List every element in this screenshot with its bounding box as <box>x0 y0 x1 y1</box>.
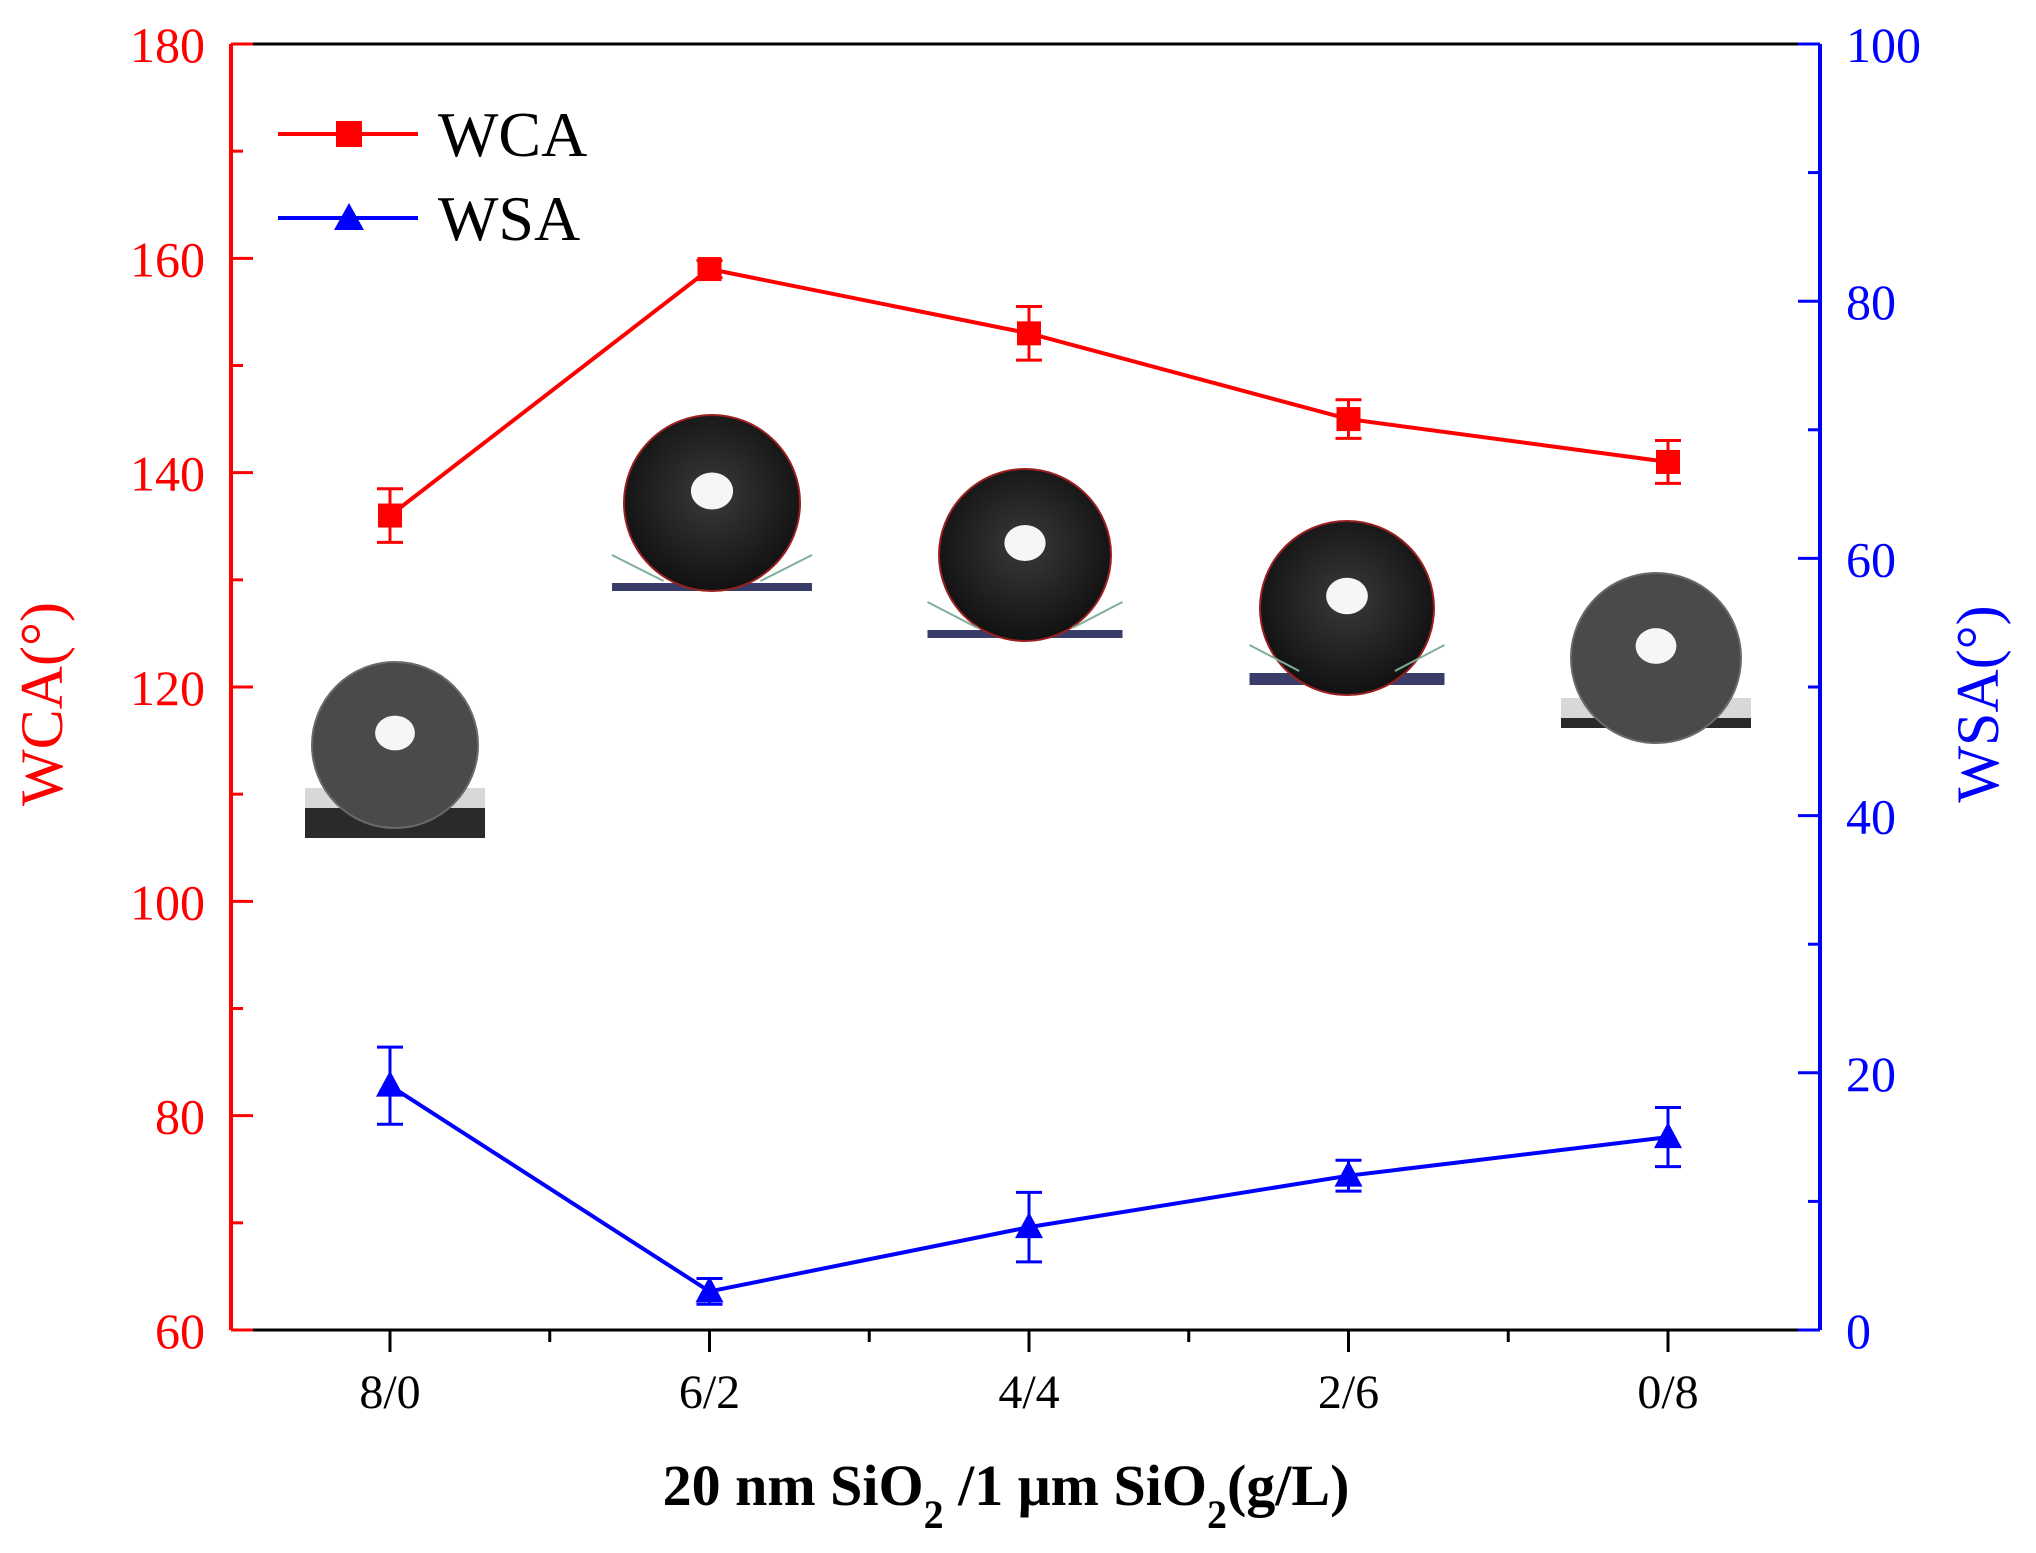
legend: WCA WSA <box>278 99 587 254</box>
data-point-wsa <box>1334 1160 1363 1187</box>
x-axis-label-part: (g/L) <box>1227 1453 1349 1518</box>
contact-angle-line <box>1394 644 1445 672</box>
x-axis-label-subscript: 2 <box>924 1492 944 1537</box>
legend-label: WSA <box>438 183 580 254</box>
y-left-tick-label: 160 <box>130 231 205 287</box>
x-axis-label-part: 20 nm SiO <box>663 1453 924 1518</box>
series-layer <box>376 257 1682 1306</box>
x-axis-label: 20 nm SiO2 /1 μm SiO2(g/L) <box>663 1453 1350 1537</box>
y-right-tick-label: 80 <box>1846 274 1896 330</box>
data-point-wsa <box>376 1070 404 1097</box>
droplet-insets <box>305 414 1751 838</box>
legend-marker <box>334 203 364 230</box>
axes: 60 80 100 120 140 160 180 0 20 40 60 80 100 8/0 6/2 4/4… <box>130 17 1921 1419</box>
y-right-tick-label: 60 <box>1846 531 1896 587</box>
y-left-axis-label: WCA(°) <box>9 602 75 806</box>
y-left-tick-label: 120 <box>130 660 205 716</box>
x-tick-label: 0/8 <box>1637 1366 1698 1419</box>
x-tick-label: 6/2 <box>679 1366 740 1419</box>
droplet-highlight <box>1635 628 1677 664</box>
data-point-wca <box>697 257 722 282</box>
x-tick-label: 4/4 <box>998 1366 1059 1419</box>
contact-angle-line <box>927 601 979 629</box>
data-point-wsa <box>1654 1122 1682 1149</box>
y-left-tick-label: 60 <box>155 1303 205 1359</box>
data-point-wca <box>1336 407 1361 432</box>
contact-angle-line <box>759 554 813 582</box>
y-right-tick-label: 0 <box>1846 1303 1871 1359</box>
y-right-tick-label: 20 <box>1846 1046 1896 1102</box>
data-point-wsa <box>695 1276 724 1303</box>
droplet-inset <box>1249 520 1445 696</box>
droplet-highlight <box>690 472 734 510</box>
y-left-tick-label: 140 <box>130 446 205 502</box>
droplet-inset <box>305 661 485 838</box>
y-left-tick-label: 100 <box>130 874 205 930</box>
y-right-axis-label: WSA(°) <box>1945 605 2011 802</box>
data-point-wca <box>1656 449 1680 474</box>
x-axis-label-part: /1 μm SiO <box>944 1453 1207 1518</box>
data-point-wca <box>378 503 402 528</box>
data-point-wca <box>1017 321 1041 346</box>
contact-angle-line <box>1071 601 1123 629</box>
droplet-highlight <box>1004 524 1046 562</box>
contact-angle-line <box>1249 644 1300 672</box>
contact-angle-line <box>611 554 665 582</box>
droplet-inset <box>611 414 813 592</box>
y-left-tick-label: 80 <box>155 1089 205 1145</box>
x-tick-label: 2/6 <box>1318 1366 1379 1419</box>
x-tick-label: 8/0 <box>359 1366 420 1419</box>
x-axis-label-subscript: 2 <box>1207 1492 1227 1537</box>
legend-marker <box>336 121 362 147</box>
legend-label: WCA <box>438 99 587 170</box>
droplet-inset <box>1561 572 1751 744</box>
data-point-wsa <box>1015 1212 1043 1239</box>
y-right-tick-label: 100 <box>1846 17 1921 73</box>
droplet-inset <box>927 468 1123 642</box>
y-right-tick-label: 40 <box>1846 789 1896 845</box>
droplet-highlight <box>375 715 415 751</box>
droplet-highlight <box>1326 577 1368 615</box>
y-left-tick-label: 180 <box>130 17 205 73</box>
